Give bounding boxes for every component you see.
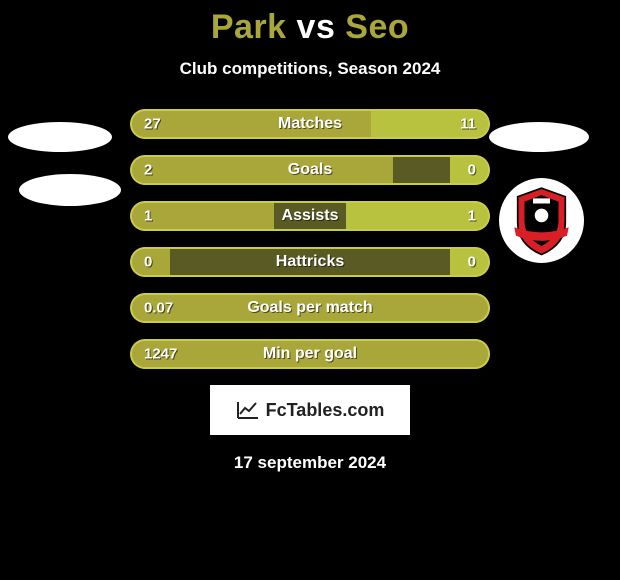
- title-player-right: Seo: [345, 8, 409, 46]
- date-label: 17 september 2024: [0, 453, 620, 473]
- subtitle: Club competitions, Season 2024: [0, 59, 620, 79]
- stat-row: 0 0 Hattricks: [130, 247, 490, 277]
- crest-icon: [499, 178, 584, 263]
- avatar-left-2: [19, 174, 121, 206]
- value-left: 0.07: [144, 300, 173, 317]
- value-right: 0: [468, 162, 476, 179]
- stat-label: Assists: [282, 207, 339, 225]
- bar-left: [130, 155, 393, 185]
- value-right: 11: [460, 116, 476, 133]
- avatar-right-1: [489, 122, 589, 152]
- page-title: Park vs Seo: [0, 8, 620, 47]
- value-left: 0: [144, 254, 152, 271]
- stat-row: 1247 Min per goal: [130, 339, 490, 369]
- stat-row: 0.07 Goals per match: [130, 293, 490, 323]
- avatar-left-1: [8, 122, 112, 152]
- chart-icon: [236, 400, 260, 420]
- stat-label: Goals: [288, 161, 332, 179]
- club-crest: [499, 178, 584, 263]
- value-right: 0: [468, 254, 476, 271]
- value-left: 2: [144, 162, 152, 179]
- stat-label: Goals per match: [247, 299, 372, 317]
- branding-text: FcTables.com: [266, 400, 385, 421]
- stat-row: 27 11 Matches: [130, 109, 490, 139]
- title-player-left: Park: [211, 8, 287, 46]
- title-vs: vs: [297, 8, 346, 46]
- stat-label: Min per goal: [263, 345, 357, 363]
- value-left: 1: [144, 208, 152, 225]
- stat-label: Matches: [278, 115, 342, 133]
- branding-badge: FcTables.com: [210, 385, 410, 435]
- value-left: 1247: [144, 346, 177, 363]
- value-left: 27: [144, 116, 161, 133]
- value-right: 1: [468, 208, 476, 225]
- stat-row: 1 1 Assists: [130, 201, 490, 231]
- stat-row: 2 0 Goals: [130, 155, 490, 185]
- stat-label: Hattricks: [276, 253, 344, 271]
